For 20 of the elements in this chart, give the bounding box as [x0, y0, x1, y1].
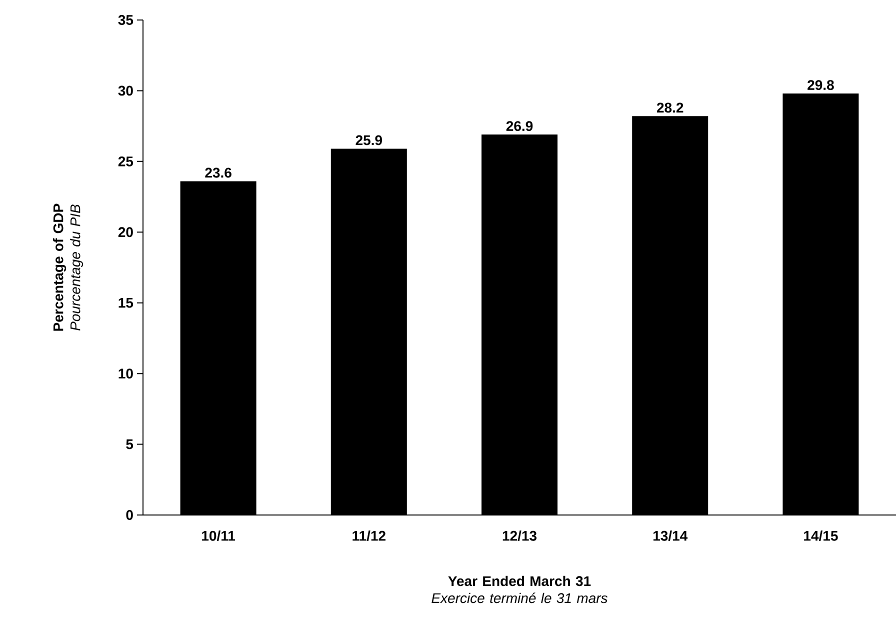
- data-label: 28.2: [656, 102, 684, 113]
- x-axis-title: Year Ended March 31 Exercice terminé le 31 mars: [432, 576, 608, 604]
- x-tick-label: 11/12: [352, 530, 386, 541]
- y-tick-label: 15: [118, 298, 134, 308]
- y-axis-title: Percentage of GDP Pourcentage du PIB: [52, 204, 84, 331]
- y-tick-label: 0: [126, 510, 133, 520]
- data-label: 25.9: [356, 135, 382, 146]
- data-label: 23.6: [205, 168, 232, 178]
- x-tick-label: 10/11: [202, 530, 236, 541]
- y-tick-label: 5: [126, 439, 134, 450]
- x-tick-label: 13/14: [653, 530, 688, 541]
- x-tick-label: 12/13: [502, 530, 537, 541]
- y-tick-label: 10: [118, 368, 133, 379]
- x-tick-label: 14/15: [804, 530, 838, 541]
- data-label: 29.8: [808, 80, 834, 90]
- y-tick-label: 25: [118, 156, 134, 166]
- y-tick-label: 30: [118, 86, 133, 96]
- data-label: 26.9: [506, 121, 533, 132]
- y-tick-label: 20: [118, 227, 133, 238]
- y-tick-label: 35: [118, 15, 134, 25]
